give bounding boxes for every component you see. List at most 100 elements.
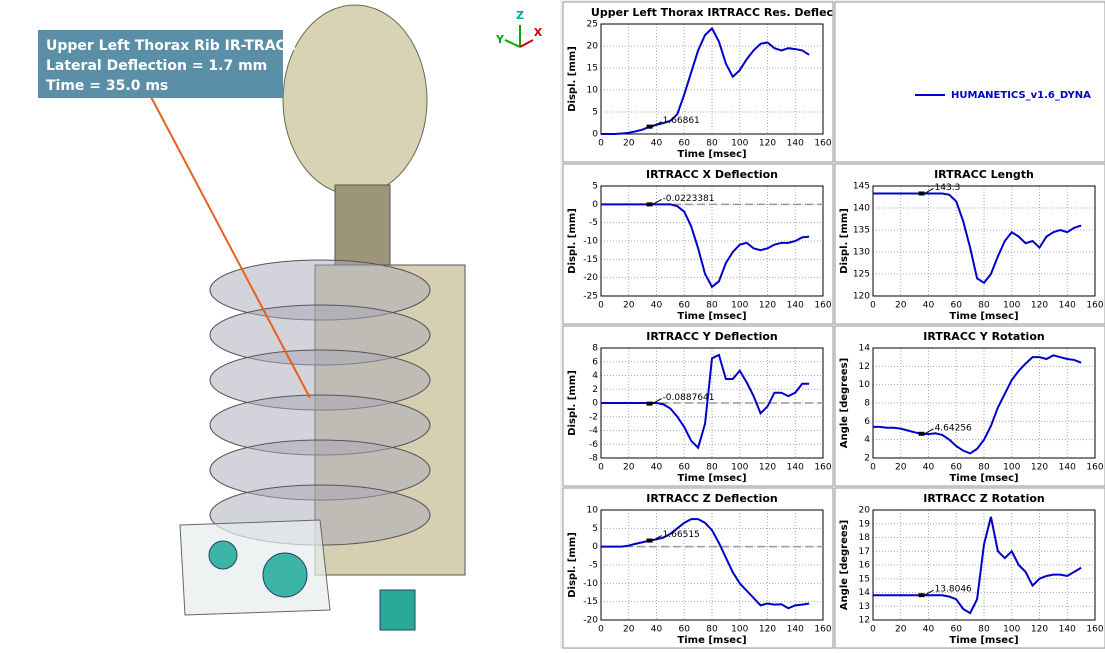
x-tick-label: 40 <box>923 463 935 473</box>
y-axis-label: Displ. [mm] <box>567 208 578 274</box>
x-tick-label: 120 <box>759 463 776 473</box>
x-tick-label: 160 <box>814 463 831 473</box>
y-tick-label: 18 <box>859 533 871 543</box>
y-tick-label: -20 <box>583 273 598 283</box>
y-tick-label: 10 <box>587 506 599 516</box>
page: Upper Left Thorax Rib IR-TRACC Lateral D… <box>0 0 1105 649</box>
x-tick-label: 20 <box>623 625 635 635</box>
y-tick-label: 12 <box>859 362 870 372</box>
y-tick-label: 4 <box>592 371 598 381</box>
time-marker <box>647 125 653 129</box>
x-tick-label: 20 <box>895 463 907 473</box>
x-tick-label: 140 <box>1059 625 1076 635</box>
x-tick-label: 160 <box>1086 625 1103 635</box>
y-tick-label: 25 <box>587 20 598 30</box>
time-marker <box>647 539 653 543</box>
x-tick-label: 20 <box>895 301 907 311</box>
y-tick-label: 20 <box>587 42 599 52</box>
x-tick-label: 0 <box>598 139 604 149</box>
y-tick-label: 14 <box>859 588 871 598</box>
x-tick-label: 100 <box>731 463 748 473</box>
x-tick-label: 140 <box>1059 463 1076 473</box>
x-tick-label: 60 <box>679 463 691 473</box>
x-tick-label: 120 <box>759 625 776 635</box>
x-tick-label: 0 <box>870 625 876 635</box>
y-tick-label: 145 <box>853 182 870 192</box>
time-marker <box>647 402 653 406</box>
joint <box>263 553 307 597</box>
y-tick-label: 8 <box>592 344 598 354</box>
x-axis-label: Time [msec] <box>949 635 1018 646</box>
x-tick-label: 20 <box>895 625 907 635</box>
y-tick-label: -25 <box>583 292 598 302</box>
marker-label: 143.3 <box>935 183 961 193</box>
y-tick-label: 125 <box>853 270 870 280</box>
time-marker <box>919 432 925 436</box>
x-tick-label: 60 <box>679 625 691 635</box>
x-tick-label: 160 <box>1086 463 1103 473</box>
y-tick-label: 10 <box>859 380 871 390</box>
y-tick-label: 14 <box>859 344 871 354</box>
chart-title: IRTRACC Y Deflection <box>646 330 777 343</box>
x-tick-label: 80 <box>706 139 718 149</box>
y-axis-label: Displ. [mm] <box>567 532 578 598</box>
y-tick-label: 140 <box>853 204 870 214</box>
x-tick-label: 120 <box>759 301 776 311</box>
x-tick-label: 0 <box>598 301 604 311</box>
x-tick-label: 80 <box>706 463 718 473</box>
y-axis-label: Angle [degrees] <box>839 520 850 610</box>
y-tick-label: 17 <box>859 547 870 557</box>
x-tick-label: 160 <box>1086 301 1103 311</box>
x-tick-label: 120 <box>1031 625 1048 635</box>
y-tick-label: 4 <box>864 435 870 445</box>
x-tick-label: 40 <box>651 463 663 473</box>
legend-label: HUMANETICS_v1.6_DYNA <box>951 90 1091 101</box>
y-tick-label: 5 <box>592 524 598 534</box>
marker-label: 1.66515 <box>663 530 700 540</box>
x-tick-label: 120 <box>759 139 776 149</box>
y-tick-label: 12 <box>859 616 870 626</box>
x-tick-label: 100 <box>731 625 748 635</box>
y-tick-label: 2 <box>864 454 870 464</box>
y-tick-label: -8 <box>589 454 598 464</box>
x-tick-label: 60 <box>951 625 963 635</box>
x-tick-label: 160 <box>814 301 831 311</box>
screen: Upper Left Thorax Rib IR-TRACC Lateral D… <box>0 0 1105 649</box>
y-tick-label: 15 <box>587 64 598 74</box>
x-tick-label: 0 <box>598 625 604 635</box>
x-tick-label: 40 <box>651 139 663 149</box>
x-tick-label: 40 <box>923 301 935 311</box>
x-axis-label: Time [msec] <box>677 473 746 484</box>
chart-title: Upper Left Thorax IRTRACC Res. Deflec <box>591 6 833 19</box>
x-tick-label: 40 <box>651 625 663 635</box>
y-axis-label: Angle [degrees] <box>839 358 850 448</box>
axis-label: X <box>534 26 543 39</box>
marker-label: -0.0887641 <box>663 393 715 403</box>
x-tick-label: 100 <box>1003 463 1020 473</box>
x-axis-label: Time [msec] <box>677 311 746 322</box>
time-marker <box>919 191 925 195</box>
y-axis-label: Displ. [mm] <box>567 370 578 436</box>
callout-text: Upper Left Thorax Rib IR-TRACC <box>46 38 296 54</box>
time-marker <box>647 202 653 206</box>
y-axis-label: Displ. [mm] <box>839 208 850 274</box>
y-tick-label: 0 <box>592 399 598 409</box>
y-tick-label: 135 <box>853 226 870 236</box>
x-tick-label: 80 <box>706 301 718 311</box>
y-tick-label: -15 <box>583 597 598 607</box>
y-tick-label: 20 <box>859 506 871 516</box>
x-tick-label: 140 <box>1059 301 1076 311</box>
y-axis-label: Displ. [mm] <box>567 46 578 112</box>
panel <box>835 2 1105 162</box>
x-tick-label: 100 <box>731 139 748 149</box>
x-tick-label: 40 <box>923 625 935 635</box>
x-tick-label: 60 <box>679 139 691 149</box>
x-axis-label: Time [msec] <box>949 311 1018 322</box>
y-tick-label: 2 <box>592 385 598 395</box>
chart-title: IRTRACC Length <box>934 168 1034 181</box>
axis-label: Z <box>516 9 524 22</box>
x-tick-label: 120 <box>1031 463 1048 473</box>
y-tick-label: 130 <box>853 248 870 258</box>
x-tick-label: 0 <box>598 463 604 473</box>
y-tick-label: 0 <box>592 200 598 210</box>
